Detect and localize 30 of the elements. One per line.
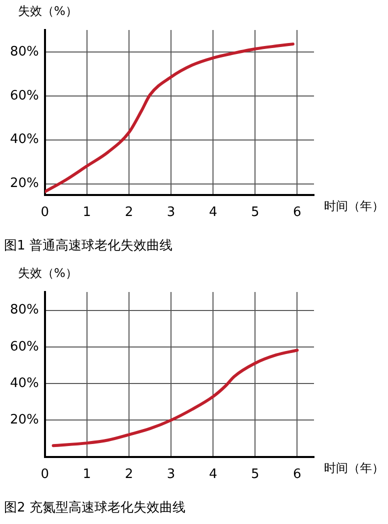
y-tick-label: 20%: [10, 176, 39, 192]
y-tick-label: 40%: [10, 132, 39, 148]
x-tick-label: 5: [250, 466, 260, 482]
text: 图1 普通高速球老化失效曲线: [4, 238, 172, 254]
x-tick-label: 0: [40, 466, 50, 482]
x-axis-title: 时间（年）: [324, 460, 384, 475]
x-tick-label: 6: [293, 466, 302, 482]
x-tick-label: 1: [82, 204, 92, 220]
x-tick-label: 2: [124, 204, 134, 220]
x-tick-label: 0: [40, 204, 50, 220]
x-tick-label: 2: [124, 466, 134, 482]
text: 图2 充氮型高速球老化失效曲线: [4, 500, 186, 516]
line-series: [52, 348, 299, 448]
y-tick-label: 80%: [10, 302, 39, 318]
y-tick-label: 20%: [10, 412, 39, 428]
y-axis-title: 失效（%）: [18, 4, 78, 18]
x-tick-label: 4: [208, 204, 218, 220]
x-tick-label: 3: [166, 466, 176, 482]
line-series: [44, 42, 294, 194]
y-tick-label: 40%: [10, 376, 39, 391]
y-axis-title: 失效（%）: [18, 266, 78, 280]
x-tick-label: 3: [166, 204, 176, 220]
y-tick-label: 60%: [10, 88, 39, 104]
x-tick-label: 5: [250, 204, 260, 220]
y-tick-label: 80%: [10, 44, 39, 60]
x-tick-label: 6: [293, 204, 302, 220]
x-tick-label: 4: [208, 466, 218, 482]
x-axis-title: 时间（年）: [324, 198, 384, 213]
x-tick-label: 1: [82, 466, 92, 482]
y-tick-label: 60%: [10, 339, 39, 354]
